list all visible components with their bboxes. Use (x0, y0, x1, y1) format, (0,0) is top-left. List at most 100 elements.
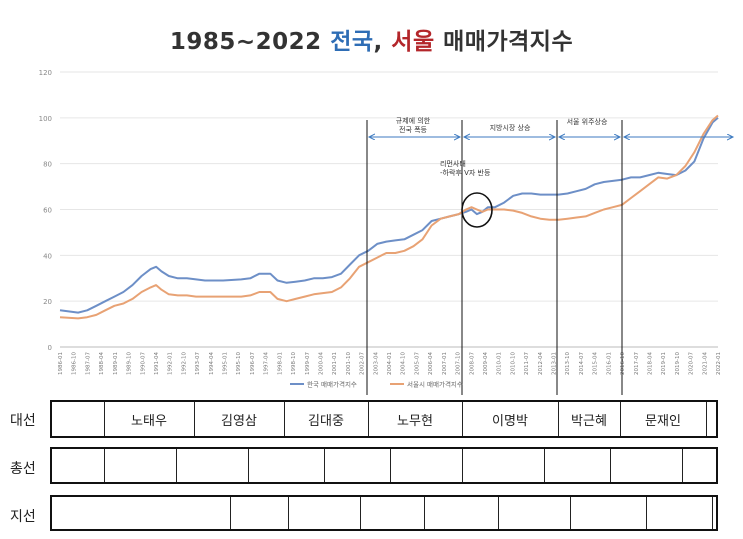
y-axis: 0 20 40 60 80 100 120 (39, 69, 52, 352)
x-tick-label: 2004-10 (401, 352, 407, 375)
strip-cell (324, 449, 391, 482)
strip-cell (424, 497, 499, 529)
x-tick-label: 2002-07 (360, 352, 366, 375)
strip-cell (462, 449, 545, 482)
chongseon-strip (50, 447, 718, 484)
strip-cell (230, 497, 289, 529)
title-suffix: 매매가격지수 (443, 29, 574, 55)
lehman-circle (461, 192, 493, 228)
x-tick-label: 1989-01 (113, 352, 119, 375)
annotation-regional: 지방시장 상승 (490, 123, 531, 132)
x-tick-label: 2016-01 (606, 352, 612, 375)
x-tick-label: 2019-01 (661, 352, 667, 375)
chart-title: 1985~2022 전국, 서울 매매가격지수 (0, 22, 743, 56)
strip-cell: 김대중 (284, 402, 369, 436)
x-tick-label: 2021-04 (702, 352, 708, 375)
jiseon-strip (50, 495, 718, 531)
chart-legend: 한국 매매가격지수 서울시 매매가격지수 (290, 380, 463, 389)
y-tick-label: 40 (43, 252, 52, 260)
x-tick-label: 1986-10 (72, 352, 78, 375)
x-tick-label: 2006-04 (428, 352, 434, 375)
x-tick-label: 2001-10 (346, 352, 352, 375)
series-line-1 (59, 114, 719, 320)
strip-cell (52, 402, 105, 436)
x-tick-label: 1991-04 (154, 352, 160, 375)
strip-cell (52, 497, 231, 529)
strip-cell: 문재인 (620, 402, 707, 436)
x-tick-label: 2017-07 (634, 352, 640, 375)
strip-cell (544, 449, 611, 482)
x-tick-label: 1994-04 (209, 352, 215, 375)
x-tick-label: 1988-04 (99, 352, 105, 375)
chart-grid (60, 71, 718, 348)
y-tick-label: 20 (43, 298, 52, 306)
x-tick-label: 2013-10 (565, 352, 571, 375)
x-tick-label: 1996-07 (250, 352, 256, 375)
x-tick-label: 1989-10 (127, 352, 133, 375)
strip-cell (646, 497, 713, 529)
strip-cell (712, 497, 718, 529)
x-tick-label: 2007-10 (456, 352, 462, 375)
series-lines (59, 114, 719, 320)
legend-label-0: 한국 매매가격지수 (307, 380, 357, 389)
annotation-regulation-1: 규제에 의한 (396, 116, 431, 125)
strip-cell (360, 497, 425, 529)
x-tick-label: 2000-04 (318, 352, 324, 375)
strip-cell (104, 449, 177, 482)
title-comma: , (373, 29, 383, 55)
x-tick-label: 1987-07 (85, 352, 91, 375)
x-tick-label: 2004-01 (387, 352, 393, 375)
annotation-regulation-2: 전국 폭등 (399, 125, 428, 134)
strip-cell: 김영삼 (194, 402, 285, 436)
strip-cell: 노태우 (104, 402, 195, 436)
row-label-daeseon: 대선 (10, 413, 36, 429)
y-tick-label: 0 (48, 344, 52, 352)
x-tick-label: 1993-07 (195, 352, 201, 375)
x-tick-label: 2010-01 (497, 352, 503, 375)
strip-cell: 박근혜 (558, 402, 621, 436)
strip-cell (706, 402, 718, 436)
x-tick-label: 1995-10 (236, 352, 242, 375)
x-tick-label: 2009-04 (483, 352, 489, 375)
y-tick-label: 60 (43, 207, 52, 215)
strip-cell (682, 449, 718, 482)
annotation-seoul: 서울 위주상승 (567, 117, 608, 126)
series-line-0 (59, 117, 719, 314)
x-tick-label: 2013-01 (552, 352, 558, 375)
x-tick-label: 2022-01 (716, 352, 722, 375)
x-tick-label: 2010-10 (510, 352, 516, 375)
y-tick-label: 80 (43, 161, 52, 169)
x-tick-label: 1992-10 (181, 352, 187, 375)
title-nation: 전국 (330, 29, 374, 55)
x-tick-label: 2014-07 (579, 352, 585, 375)
title-years: 1985~2022 (169, 29, 322, 55)
y-tick-label: 120 (39, 69, 52, 77)
strip-cell (288, 497, 361, 529)
x-tick-label: 2016-10 (620, 352, 626, 375)
x-tick-label: 1997-04 (264, 352, 270, 375)
annotation-lehman-2: -하락후 V자 반등 (440, 168, 491, 177)
x-tick-label: 1990-07 (140, 352, 146, 375)
strip-cell (610, 449, 683, 482)
x-tick-label: 1992-01 (168, 352, 174, 375)
legend-label-1: 서울시 매매가격지수 (407, 380, 463, 389)
x-tick-label: 2003-04 (373, 352, 379, 375)
x-tick-label: 2012-04 (538, 352, 544, 375)
x-tick-label: 1986-01 (58, 352, 64, 375)
x-tick-label: 1999-07 (305, 352, 311, 375)
x-tick-label: 1995-01 (223, 352, 229, 375)
strip-cell (498, 497, 571, 529)
x-tick-label: 1998-10 (291, 352, 297, 375)
strip-cell: 이명박 (462, 402, 559, 436)
y-tick-label: 100 (39, 115, 52, 123)
daeseon-strip: 노태우 김영삼 김대중 노무현 이명박 박근혜 문재인 (50, 400, 718, 438)
x-axis: 1986-01 1986-10 1987-07 1988-04 1989-01 1989-… (58, 346, 722, 375)
x-tick-label: 2008-07 (469, 352, 475, 375)
x-tick-label: 2011-07 (524, 352, 530, 375)
strip-cell: 노무현 (368, 402, 463, 436)
title-seoul: 서울 (391, 29, 435, 55)
x-tick-label: 2020-07 (689, 352, 695, 375)
x-tick-label: 2007-01 (442, 352, 448, 375)
